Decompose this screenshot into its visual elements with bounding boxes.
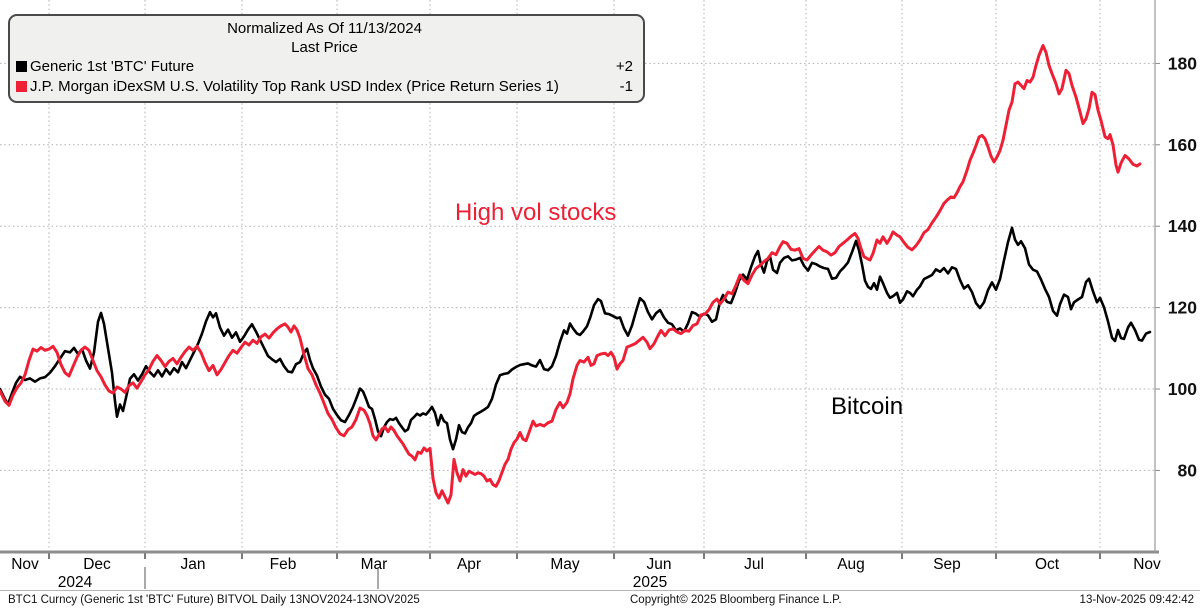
y-axis-label: 120 [1168,298,1197,318]
y-axis-label: 80 [1178,460,1198,480]
year-label: 2024 [58,574,93,591]
chart-legend: Normalized As Of 11/13/2024 Last Price G… [8,14,645,103]
legend-normalized-title: Normalized As Of 11/13/2024 [227,20,422,37]
footer-bar: BTC1 Curncy (Generic 1st 'BTC' Future) B… [0,592,1200,608]
month-label: Dec [83,556,111,573]
legend-row-btc-future[interactable]: Generic 1st 'BTC' Future +2 [16,57,633,77]
month-label: Jan [181,556,206,573]
btc-series-swatch-icon [16,61,27,73]
footer-copyright: Copyright© 2025 Bloomberg Finance L.P. [630,594,842,606]
y-axis-label: 100 [1168,379,1197,399]
annotation-high-vol-stocks: High vol stocks [455,199,617,226]
vol-series-value: -1 [619,77,633,95]
month-label: Jul [744,556,764,573]
month-label: Aug [837,556,865,573]
month-label: Apr [457,556,481,573]
footer-chart-description: BTC1 Curncy (Generic 1st 'BTC' Future) B… [8,594,420,606]
month-label: Jun [647,556,672,573]
y-axis-label: 140 [1168,216,1197,236]
jpm-vol-index-line [0,44,1142,505]
month-label: Nov [1133,556,1161,573]
year-label: 2025 [633,574,667,591]
vol-series-label: J.P. Morgan iDexSM U.S. Volatility Top R… [30,77,559,95]
month-label: May [550,556,580,573]
btc-series-value: +2 [615,58,633,75]
y-axis-label: 180 [1168,53,1197,73]
y-axis-label: 160 [1168,135,1197,155]
btc-future-line [0,226,1152,451]
annotation-bitcoin: Bitcoin [831,393,904,420]
footer-timestamp: 13-Nov-2025 09:42:42 [1079,594,1194,606]
month-label: Oct [1035,556,1060,573]
legend-last-price-subtitle: Last Price [291,39,358,56]
btc-series-label: Generic 1st 'BTC' Future [30,58,195,75]
footer-separator [0,590,1200,591]
month-label: Nov [11,556,39,573]
month-label: Feb [270,556,297,573]
legend-row-jpm-vol-index[interactable]: J.P. Morgan iDexSM U.S. Volatility Top R… [16,77,633,97]
month-label: Mar [361,556,388,573]
month-label: Sep [933,556,961,573]
vol-series-swatch-icon [16,80,27,92]
